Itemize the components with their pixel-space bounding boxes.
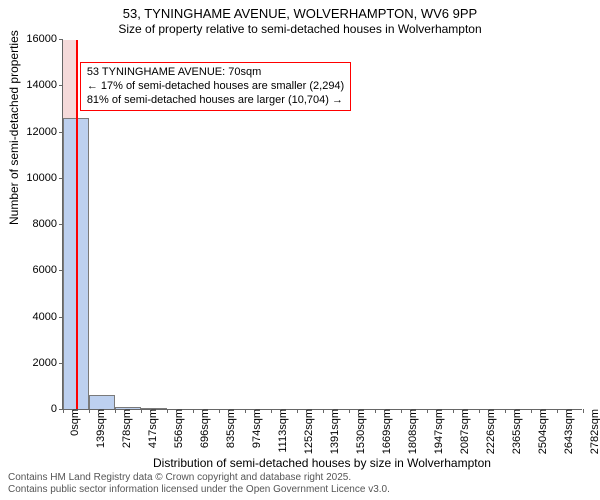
x-tick: 0sqm: [67, 409, 81, 436]
x-tick: 2226sqm: [483, 409, 497, 454]
y-tick: 8000: [33, 218, 63, 230]
y-tick: 2000: [33, 357, 63, 369]
x-tick-mark: [141, 409, 142, 413]
x-tick: 139sqm: [93, 409, 107, 448]
y-axis-label: Number of semi-detached properties: [7, 30, 21, 225]
annotation-box: 53 TYNINGHAME AVENUE: 70sqm← 17% of semi…: [80, 62, 351, 111]
chart-subtitle: Size of property relative to semi-detach…: [0, 22, 600, 36]
footer-attribution: Contains HM Land Registry data © Crown c…: [8, 472, 390, 496]
annotation-line: ← 17% of semi-detached houses are smalle…: [87, 80, 344, 94]
x-tick: 1391sqm: [327, 409, 341, 454]
x-tick: 556sqm: [171, 409, 185, 448]
y-tick: 16000: [26, 33, 63, 45]
x-tick-mark: [89, 409, 90, 413]
x-tick: 1808sqm: [405, 409, 419, 454]
x-tick: 1947sqm: [431, 409, 445, 454]
x-tick-mark: [531, 409, 532, 413]
x-tick: 1530sqm: [353, 409, 367, 454]
x-tick: 2782sqm: [587, 409, 600, 454]
y-tick: 4000: [33, 311, 63, 323]
x-tick-mark: [453, 409, 454, 413]
y-tick: 12000: [26, 126, 63, 138]
x-tick-mark: [167, 409, 168, 413]
x-tick-mark: [505, 409, 506, 413]
x-tick-mark: [401, 409, 402, 413]
x-tick: 2504sqm: [535, 409, 549, 454]
x-tick: 974sqm: [249, 409, 263, 448]
property-marker-line: [76, 40, 78, 409]
y-tick: 6000: [33, 264, 63, 276]
x-tick: 417sqm: [145, 409, 159, 448]
histogram-bar: [141, 408, 167, 409]
footer-line2: Contains public sector information licen…: [8, 484, 390, 496]
x-tick-mark: [63, 409, 64, 413]
histogram-bar: [115, 407, 141, 409]
y-tick: 10000: [26, 172, 63, 184]
annotation-line: 53 TYNINGHAME AVENUE: 70sqm: [87, 66, 344, 80]
x-tick-mark: [349, 409, 350, 413]
annotation-line: 81% of semi-detached houses are larger (…: [87, 94, 344, 108]
x-tick: 1113sqm: [275, 409, 289, 453]
histogram-bar: [89, 395, 115, 409]
x-tick: 2087sqm: [457, 409, 471, 454]
x-tick: 2643sqm: [561, 409, 575, 454]
x-tick-mark: [583, 409, 584, 413]
x-tick-mark: [115, 409, 116, 413]
x-tick-mark: [219, 409, 220, 413]
x-tick-mark: [297, 409, 298, 413]
x-tick: 1252sqm: [301, 409, 315, 454]
y-tick: 0: [51, 403, 63, 415]
x-tick-mark: [193, 409, 194, 413]
x-tick-mark: [427, 409, 428, 413]
chart-title: 53, TYNINGHAME AVENUE, WOLVERHAMPTON, WV…: [0, 6, 600, 21]
footer-line1: Contains HM Land Registry data © Crown c…: [8, 472, 390, 484]
chart-container: 53, TYNINGHAME AVENUE, WOLVERHAMPTON, WV…: [0, 0, 600, 500]
x-tick-mark: [479, 409, 480, 413]
x-tick: 835sqm: [223, 409, 237, 448]
x-tick: 2365sqm: [509, 409, 523, 454]
x-tick: 696sqm: [197, 409, 211, 448]
x-tick-mark: [375, 409, 376, 413]
x-tick-mark: [271, 409, 272, 413]
x-tick-mark: [557, 409, 558, 413]
x-axis-label: Distribution of semi-detached houses by …: [62, 456, 582, 470]
plot-area: 02000400060008000100001200014000160000sq…: [62, 40, 582, 410]
x-tick-mark: [245, 409, 246, 413]
x-tick: 1669sqm: [379, 409, 393, 454]
x-tick: 278sqm: [119, 409, 133, 448]
x-tick-mark: [323, 409, 324, 413]
y-tick: 14000: [26, 79, 63, 91]
